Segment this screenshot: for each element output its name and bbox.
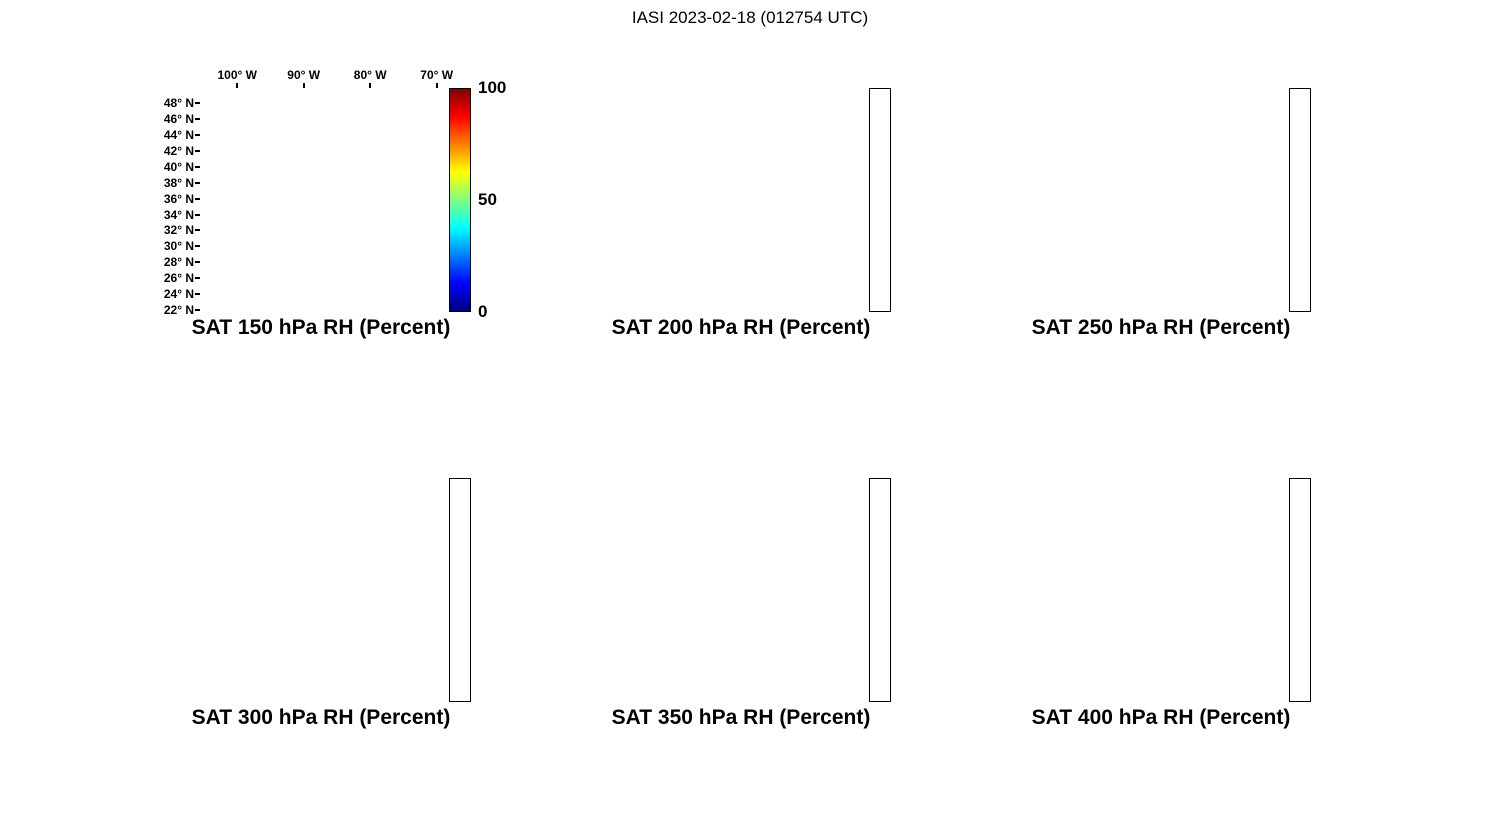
lat-tick-mark bbox=[195, 197, 200, 200]
lat-tick-mark bbox=[195, 245, 200, 248]
colorbar bbox=[449, 88, 471, 312]
lat-tick-label: 28° N bbox=[163, 255, 194, 270]
lat-tick-label: 42° N bbox=[163, 143, 194, 158]
lat-tick-mark bbox=[195, 293, 200, 296]
figure-title: IASI 2023-02-18 (012754 UTC) bbox=[631, 8, 869, 27]
lat-tick-label: 34° N bbox=[163, 207, 194, 222]
colorbar-tick-label: 100 bbox=[478, 78, 507, 97]
lat-tick-mark bbox=[195, 229, 200, 232]
lat-tick-label: 22° N bbox=[163, 303, 194, 317]
lat-tick-label: 38° N bbox=[163, 175, 194, 190]
map-canvas-400hpa bbox=[1040, 478, 1280, 702]
lat-tick-label: 40° N bbox=[163, 159, 194, 174]
colorbar bbox=[449, 478, 471, 702]
lat-tick-mark bbox=[195, 309, 200, 311]
lat-tick-label: 36° N bbox=[163, 191, 194, 206]
panel-sat-250hpa-rh: SAT 250 hPa RH (Percent) bbox=[965, 55, 1385, 355]
panel-title: SAT 300 hPa RH (Percent) bbox=[191, 706, 451, 729]
lat-tick-mark bbox=[195, 102, 200, 105]
lon-tick-label: 80° W bbox=[353, 68, 387, 82]
colorbar-tick-label: 0 bbox=[478, 302, 488, 321]
lat-tick-mark bbox=[195, 181, 200, 184]
lon-tick-mark bbox=[302, 83, 305, 88]
colorbar bbox=[869, 88, 891, 312]
lon-tick-mark bbox=[236, 83, 239, 88]
colorbar bbox=[1289, 88, 1311, 312]
map-canvas-150hpa bbox=[200, 88, 440, 312]
lat-tick-label: 48° N bbox=[163, 96, 194, 111]
colorbar bbox=[869, 478, 891, 702]
lat-tick-label: 26° N bbox=[163, 271, 194, 286]
panel-sat-200hpa-rh: SAT 200 hPa RH (Percent) bbox=[545, 55, 965, 355]
panel-title: SAT 250 hPa RH (Percent) bbox=[1031, 316, 1291, 339]
lat-tick-mark bbox=[195, 149, 200, 152]
lat-tick-label: 30° N bbox=[163, 239, 194, 254]
lon-tick-mark bbox=[435, 83, 438, 88]
lat-tick-mark bbox=[195, 277, 200, 280]
panel-title: SAT 200 hPa RH (Percent) bbox=[611, 316, 871, 339]
colorbar-tick-label: 50 bbox=[478, 190, 497, 209]
lat-tick-label: 46° N bbox=[163, 112, 194, 127]
lat-tick-mark bbox=[195, 213, 200, 216]
panel-title: SAT 400 hPa RH (Percent) bbox=[1031, 706, 1291, 729]
panel-sat-400hpa-rh: SAT 400 hPa RH (Percent) bbox=[965, 445, 1385, 745]
lon-tick-label: 90° W bbox=[287, 68, 321, 82]
lat-tick-mark bbox=[195, 118, 200, 121]
map-canvas-300hpa bbox=[200, 478, 440, 702]
map-canvas-200hpa bbox=[620, 88, 860, 312]
lon-tick-label: 70° W bbox=[420, 68, 454, 82]
panel-title: SAT 350 hPa RH (Percent) bbox=[611, 706, 871, 729]
lat-tick-mark bbox=[195, 261, 200, 264]
colorbar bbox=[1289, 478, 1311, 702]
panel-sat-150hpa-rh: SAT 150 hPa RH (Percent) 100° W 90° W 80° … bbox=[125, 55, 545, 355]
panel-sat-350hpa-rh: SAT 350 hPa RH (Percent) bbox=[545, 445, 965, 745]
lat-tick-mark bbox=[195, 133, 200, 136]
lat-tick-label: 44° N bbox=[163, 127, 194, 142]
map-canvas-350hpa bbox=[620, 478, 860, 702]
panel-sat-300hpa-rh: SAT 300 hPa RH (Percent) bbox=[125, 445, 545, 745]
map-canvas-250hpa bbox=[1040, 88, 1280, 312]
lat-tick-label: 32° N bbox=[163, 223, 194, 238]
lat-tick-mark bbox=[195, 165, 200, 168]
lon-tick-mark bbox=[369, 83, 372, 88]
lon-tick-label: 100° W bbox=[217, 68, 257, 82]
lat-tick-label: 24° N bbox=[163, 287, 194, 302]
panel-title: SAT 150 hPa RH (Percent) bbox=[191, 316, 451, 339]
